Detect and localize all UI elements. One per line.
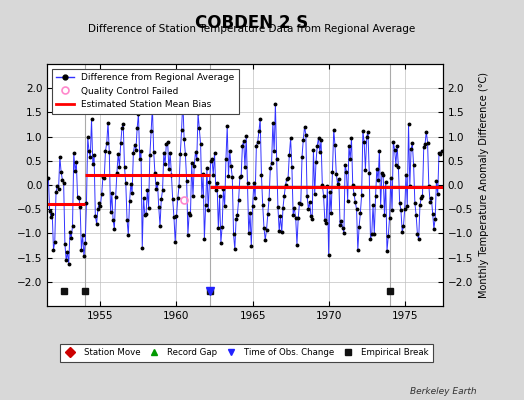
Legend: Difference from Regional Average, Quality Control Failed, Estimated Station Mean: Difference from Regional Average, Qualit…	[52, 68, 239, 114]
Text: Difference of Station Temperature Data from Regional Average: Difference of Station Temperature Data f…	[88, 24, 415, 34]
Text: COBDEN 2 S: COBDEN 2 S	[195, 14, 308, 32]
Legend: Station Move, Record Gap, Time of Obs. Change, Empirical Break: Station Move, Record Gap, Time of Obs. C…	[60, 344, 433, 362]
Y-axis label: Monthly Temperature Anomaly Difference (°C): Monthly Temperature Anomaly Difference (…	[478, 72, 488, 298]
Text: Berkeley Earth: Berkeley Earth	[410, 387, 477, 396]
